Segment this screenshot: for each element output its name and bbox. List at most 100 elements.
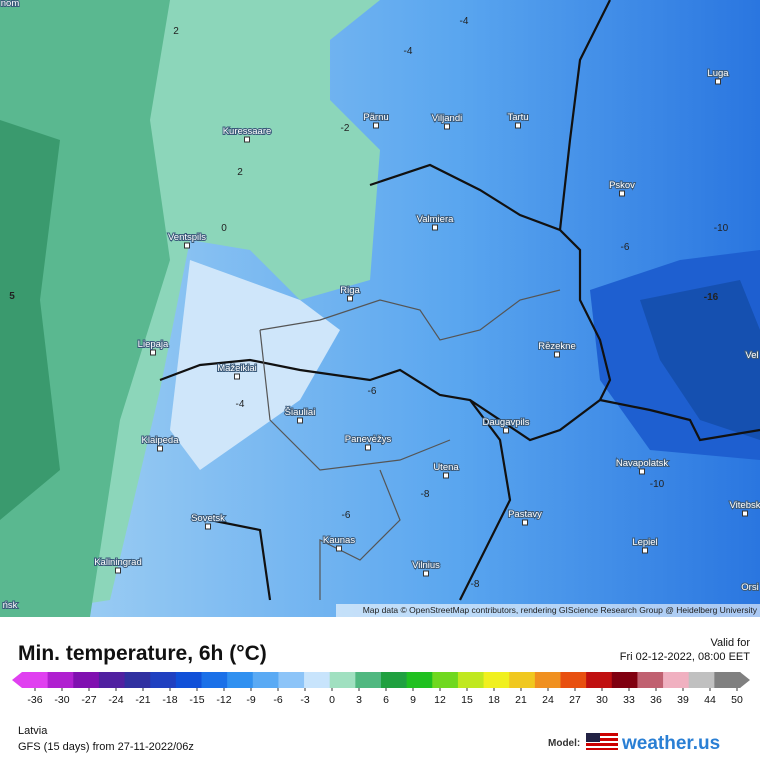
city-marker [115, 567, 121, 574]
colorbar-segment [637, 672, 664, 688]
city-marker [205, 523, 211, 530]
colorbar-segment [406, 672, 433, 688]
district-borders [259, 289, 561, 600]
colorbar-segment [201, 672, 228, 688]
city-label: Mažeikiai [217, 363, 257, 374]
city-marker [742, 510, 748, 517]
legend-panel [0, 617, 760, 760]
colorbar-tick-label: -36 [27, 694, 42, 706]
colorbar-tick-label: 12 [434, 694, 446, 706]
colorbar-segment [534, 672, 561, 688]
colorbar-segment [714, 672, 741, 688]
colorbar-segment [278, 672, 305, 688]
colorbar-tick-label: 44 [704, 694, 716, 706]
city-label: Valmiera [417, 214, 454, 225]
colorbar-tick-label: -9 [246, 694, 255, 706]
flag [586, 733, 618, 750]
city-label: Luga [707, 68, 729, 79]
cold-light [170, 260, 340, 470]
city-marker [554, 351, 560, 358]
valid-time: Fri 02-12-2022, 08:00 EET [620, 651, 751, 663]
colorbar-segment [22, 672, 49, 688]
city-marker [444, 123, 450, 130]
contour-label: -8 [471, 579, 480, 590]
colorbar-segment [73, 672, 100, 688]
colorbar-tick-label: -3 [300, 694, 309, 706]
colorbar-arrow-left [12, 672, 22, 688]
city-label: Vilnius [412, 560, 440, 571]
contour-label: 2 [237, 167, 243, 178]
city-label: Pskov [609, 180, 635, 191]
contour-label: -6 [621, 242, 630, 253]
colorbar-tick-label: -18 [162, 694, 177, 706]
colorbar-segment [432, 672, 459, 688]
city-label: Liepaja [138, 339, 169, 350]
legend-title: Min. temperature, 6h (°C) [18, 642, 267, 665]
colorbar-tick-label: 36 [650, 694, 662, 706]
city-label: Tartu [507, 112, 528, 123]
brand: weather.us [621, 733, 720, 754]
contour-label: -4 [236, 399, 245, 410]
city-label: Šiauliai [285, 407, 316, 418]
contour-label: -10 [714, 223, 729, 234]
city-marker [642, 547, 648, 554]
city-label: Kaunas [323, 535, 355, 546]
colorbar-tick-label: -6 [273, 694, 282, 706]
colorbar-tick-label: 27 [569, 694, 581, 706]
city-marker [336, 545, 342, 552]
colorbar-tick-label: 33 [623, 694, 635, 706]
city-marker [432, 224, 438, 231]
model-run: GFS (15 days) from 27-11-2022/06z [18, 741, 194, 753]
colorbar-arrow-right [740, 672, 750, 688]
city-marker [365, 444, 371, 451]
city-label: Pastavy [508, 509, 542, 520]
colorbar-segment [227, 672, 254, 688]
city-marker [503, 427, 509, 434]
colorbar-tick-label: 24 [542, 694, 554, 706]
colorbar-tick-label: 39 [677, 694, 689, 706]
city-label: Vel [745, 350, 758, 361]
contour-label: -4 [404, 46, 413, 57]
colorbar-segment [611, 672, 638, 688]
colorbar-segment [252, 672, 279, 688]
colorbar-tick-label: -15 [189, 694, 204, 706]
colorbar-segment [483, 672, 510, 688]
contour-label: 5 [9, 291, 15, 302]
valid-label: Valid for [710, 637, 750, 649]
colorbar-segment [509, 672, 536, 688]
model-label: Model: [548, 738, 580, 749]
city-label: Navapolatsk [616, 458, 669, 469]
contour-label: 2 [173, 26, 179, 37]
city-label: Kuressaare [223, 126, 272, 137]
contour-label: 0 [221, 223, 227, 234]
city-label: Viljandi [432, 113, 462, 124]
colorbar-tick-label: -24 [108, 694, 123, 706]
contour-label: -16 [704, 292, 719, 303]
colorbar-tick-label: -27 [81, 694, 96, 706]
city-label: Kaliningrad [94, 557, 142, 568]
city-marker [244, 136, 250, 143]
colorbar-tick-label: 18 [488, 694, 500, 706]
cold-deep [640, 280, 760, 440]
attribution-bg [336, 604, 760, 617]
colorbar-segment [381, 672, 408, 688]
colorbar-segment [586, 672, 613, 688]
colorbar-segment [688, 672, 715, 688]
colorbar-tick-label: 15 [461, 694, 473, 706]
colorbar-segment [98, 672, 126, 688]
city-marker [234, 373, 240, 380]
sea-warmest [0, 120, 60, 520]
colorbar-segment [329, 672, 356, 688]
city-label: Riga [340, 285, 360, 296]
city-label: Lepiel [632, 537, 657, 548]
city-label: Ventspils [168, 232, 206, 243]
colorbar-segment [663, 672, 690, 688]
city-marker [619, 190, 625, 197]
colorbar-segment [355, 672, 382, 688]
contour-label: -4 [460, 16, 469, 27]
city-label: nom [1, 0, 20, 9]
city-label: Utena [433, 462, 459, 473]
colorbar-tick-label: 6 [383, 694, 389, 706]
contour-label: -6 [342, 510, 351, 521]
